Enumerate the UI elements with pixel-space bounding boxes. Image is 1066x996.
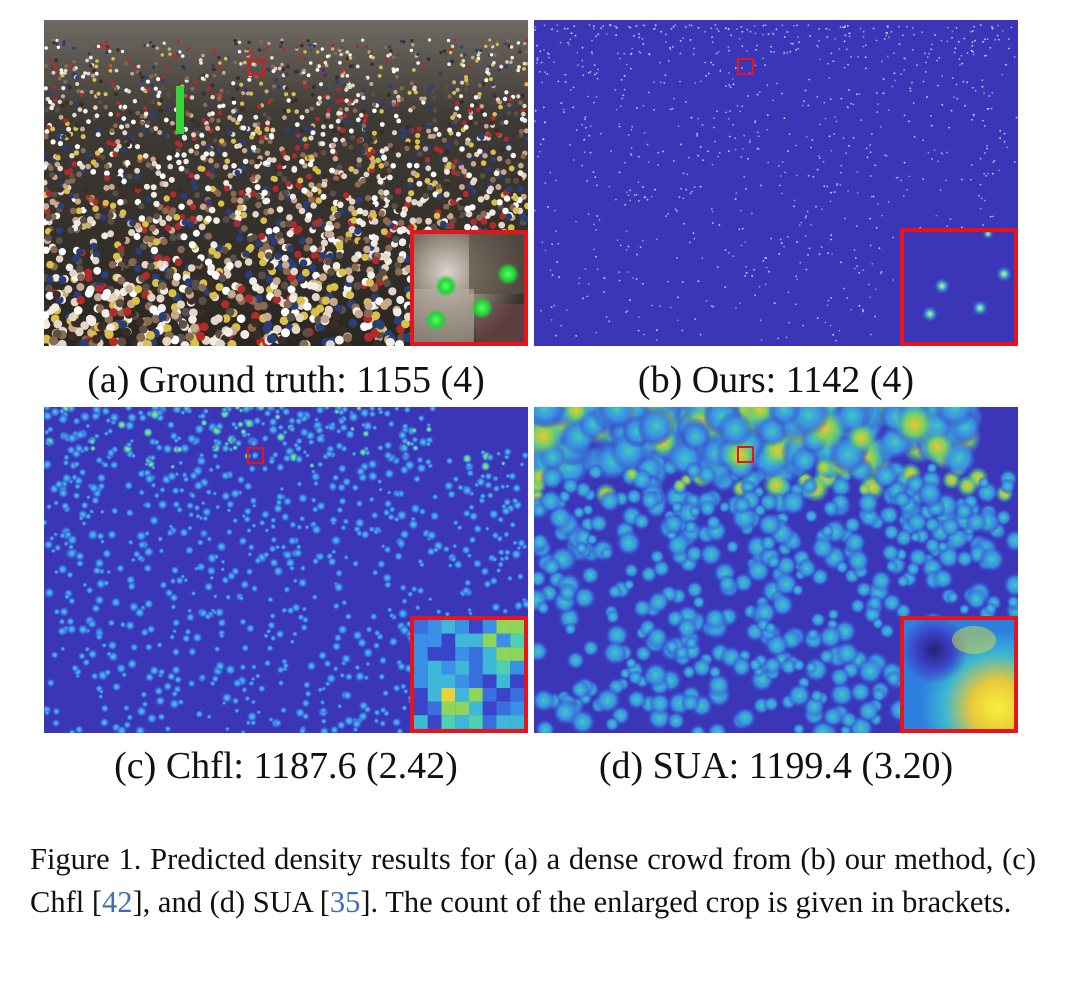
enlarged-crop-inset <box>410 616 528 733</box>
figure-caption-text: ]. The count of the enlarged crop is giv… <box>360 885 1012 919</box>
enlarged-crop-inset <box>410 230 528 346</box>
panel-d-caption: (d) SUA: 1199.4 (3.20) <box>598 745 954 787</box>
panel-a-ground-truth-image <box>44 20 528 346</box>
panel-a-caption: (a) Ground truth: 1155 (4) <box>87 359 485 401</box>
panel-c-caption: (c) Chfl: 1187.6 (2.42) <box>114 745 458 787</box>
region-of-interest-box <box>248 59 265 76</box>
citation-link[interactable]: 35 <box>329 885 361 919</box>
figure-caption-text: ], and (d) SUA [ <box>132 885 330 919</box>
panel-c-chfl-density-map <box>44 407 528 733</box>
panel-d-sua-density-map <box>534 407 1018 733</box>
region-of-interest-box <box>247 447 264 464</box>
region-of-interest-box <box>737 446 754 463</box>
region-of-interest-box <box>737 58 754 75</box>
panel-b-ours-density-map <box>534 20 1018 346</box>
enlarged-crop-inset <box>900 228 1018 346</box>
enlarged-crop-inset <box>900 616 1018 733</box>
panel-b-caption: (b) Ours: 1142 (4) <box>637 359 915 401</box>
citation-link[interactable]: 42 <box>102 885 133 919</box>
figure-caption: Figure 1. Predicted density results for … <box>30 838 1036 924</box>
figure-caption-text: Figure 1. Predicted density results for … <box>30 842 1036 919</box>
